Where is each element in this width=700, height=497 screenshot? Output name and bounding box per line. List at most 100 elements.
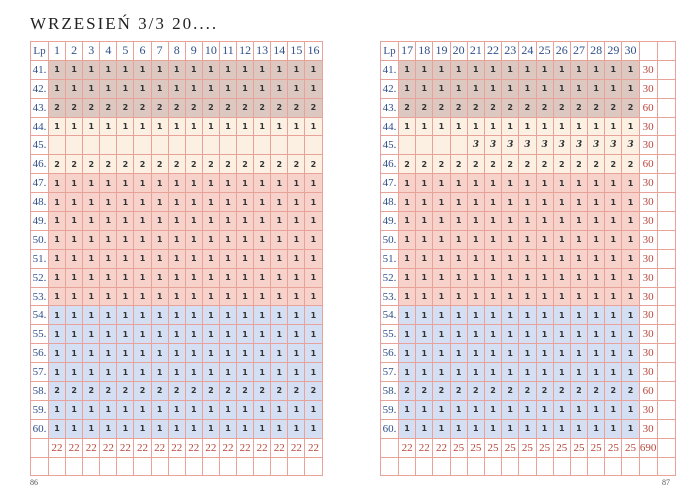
count-cell: 1: [65, 324, 84, 345]
empty-cell: [656, 286, 676, 307]
count-cell: 1: [466, 248, 485, 269]
count-cell: 1: [133, 229, 152, 250]
count-cell: 1: [552, 78, 571, 99]
table-row: 44. 1 1 1 1 1 1 1 1 1 1 1 1 1 1 1 1: [30, 116, 323, 137]
count-cell: 1: [82, 399, 101, 420]
empty-cell: [501, 456, 520, 477]
empty-cell: [604, 456, 623, 477]
count-cell: 1: [167, 173, 186, 194]
count-cell: 1: [65, 229, 84, 250]
count-cell: 2: [167, 97, 186, 118]
count-cell: 1: [270, 286, 289, 307]
empty-cell: [656, 267, 676, 288]
count-cell: [449, 135, 468, 156]
count-cell: 1: [466, 116, 485, 137]
count-cell: 1: [415, 286, 434, 307]
count-cell: 1: [415, 173, 434, 194]
count-cell: 1: [253, 248, 272, 269]
day-header: 7: [150, 41, 169, 61]
count-cell: 2: [501, 381, 520, 401]
column-sum: 22: [184, 437, 203, 458]
empty-cell: [656, 154, 676, 175]
column-sum: 22: [167, 437, 186, 458]
count-cell: [432, 135, 451, 156]
count-cell: 2: [535, 97, 554, 118]
count-cell: 1: [483, 418, 503, 439]
count-cell: 2: [150, 154, 169, 175]
count-cell: 1: [304, 116, 323, 137]
count-cell: [184, 135, 203, 156]
count-cell: 1: [287, 267, 306, 288]
count-cell: 1: [82, 324, 101, 345]
count-cell: 1: [304, 173, 323, 194]
count-cell: 1: [65, 418, 84, 439]
count-cell: 1: [270, 78, 289, 99]
table-row: 49. 1 1 1 1 1 1 1 1 1 1 1 1 1 1 1 1: [30, 211, 323, 231]
count-cell: 1: [569, 173, 589, 194]
empty-cell: [656, 229, 676, 250]
count-cell: 1: [621, 211, 640, 231]
day-header: 2: [65, 41, 84, 61]
count-cell: 1: [518, 229, 537, 250]
count-cell: 1: [253, 173, 272, 194]
count-cell: 1: [483, 305, 503, 326]
count-cell: 1: [552, 116, 571, 137]
empty-cell: [656, 381, 676, 401]
empty-cell: [236, 456, 255, 477]
count-cell: 1: [253, 305, 272, 326]
column-sum: 22: [133, 437, 152, 458]
count-cell: 1: [201, 229, 220, 250]
count-cell: 1: [47, 248, 67, 269]
count-cell: 2: [116, 97, 135, 118]
count-cell: 1: [621, 399, 640, 420]
count-cell: 1: [167, 211, 186, 231]
row-number: 43.: [30, 97, 49, 118]
count-cell: 1: [270, 173, 289, 194]
count-cell: 1: [150, 59, 169, 80]
count-cell: 2: [449, 97, 468, 118]
page-title: WRZESIEŃ 3/3 20....: [30, 14, 219, 33]
count-cell: 1: [535, 59, 554, 80]
count-cell: 1: [287, 211, 306, 231]
empty-cell: [287, 456, 306, 477]
count-cell: 1: [184, 343, 203, 364]
count-cell: 1: [449, 211, 468, 231]
empty-cell: [569, 456, 589, 477]
count-cell: 1: [483, 173, 503, 194]
count-cell: 1: [449, 116, 468, 137]
count-cell: 1: [501, 343, 520, 364]
count-cell: 1: [167, 286, 186, 307]
count-cell: 1: [432, 78, 451, 99]
count-cell: 1: [116, 286, 135, 307]
row-number: 45.: [30, 135, 49, 156]
count-cell: 1: [501, 267, 520, 288]
page-number-right: 87: [662, 478, 670, 487]
count-cell: 1: [184, 248, 203, 269]
empty-cell: [99, 456, 118, 477]
count-cell: 1: [466, 59, 485, 80]
count-cell: 1: [587, 116, 606, 137]
count-cell: 1: [218, 324, 238, 345]
day-header: 8: [167, 41, 186, 61]
count-cell: 1: [236, 229, 255, 250]
count-cell: 1: [133, 78, 152, 99]
count-cell: 1: [535, 267, 554, 288]
count-cell: 1: [466, 362, 485, 383]
column-sum: 25: [535, 437, 554, 458]
count-cell: 1: [218, 418, 238, 439]
count-cell: 1: [552, 418, 571, 439]
count-cell: 1: [201, 286, 220, 307]
day-header: 24: [518, 41, 537, 61]
count-cell: 3: [501, 135, 520, 156]
count-cell: 1: [552, 267, 571, 288]
count-cell: 1: [397, 248, 417, 269]
count-cell: 1: [133, 399, 152, 420]
count-cell: 1: [82, 248, 101, 269]
count-cell: 2: [397, 97, 417, 118]
count-cell: 2: [569, 97, 589, 118]
count-cell: 1: [253, 78, 272, 99]
row-number: 45.: [380, 135, 399, 156]
count-cell: 1: [621, 418, 640, 439]
count-cell: 1: [201, 324, 220, 345]
count-cell: 1: [133, 286, 152, 307]
